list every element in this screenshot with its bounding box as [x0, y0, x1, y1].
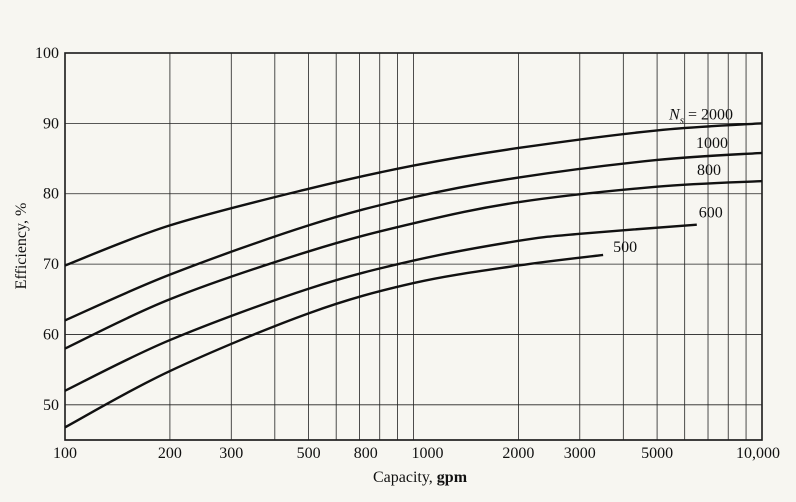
- y-tick-label-80: 80: [43, 186, 59, 203]
- y-tick-label-70: 70: [43, 256, 59, 273]
- x-tick-label-800: 800: [354, 445, 378, 462]
- efficiency-curves: [64, 122, 763, 429]
- curve-label-500: 500: [613, 239, 637, 256]
- x-gridlines: [64, 53, 763, 440]
- curve-ns-1000: [64, 151, 763, 322]
- ns-symbol: N: [668, 106, 681, 123]
- y-tick-labels: 50 60 70 80 90 100: [35, 45, 59, 414]
- x-tick-label-2000: 2000: [502, 445, 534, 462]
- x-tick-labels: 100 200 300 500 800 1000 2000 3000 5000 10,000: [53, 445, 780, 462]
- x-axis-unit: gpm: [437, 469, 468, 486]
- ns-subscript: s: [680, 114, 684, 126]
- x-tick-label-100: 100: [53, 445, 77, 462]
- x-axis-title-text: Capacity,: [373, 469, 437, 486]
- curve-label-800: 800: [697, 162, 721, 179]
- curve-label-2000: Ns = 2000: [668, 106, 733, 126]
- y-tick-label-100: 100: [35, 45, 59, 62]
- x-tick-label-3000: 3000: [564, 445, 596, 462]
- x-tick-label-500: 500: [297, 445, 321, 462]
- curve-ns-600: [64, 223, 697, 392]
- x-tick-label-1000: 1000: [412, 445, 444, 462]
- y-axis-title: Efficiency, %: [13, 203, 30, 290]
- x-tick-label-10000: 10,000: [736, 445, 780, 462]
- curve-ns-2000: [64, 122, 763, 267]
- curve-ns-800: [64, 179, 763, 350]
- y-tick-label-50: 50: [43, 397, 59, 414]
- y-tick-label-90: 90: [43, 115, 59, 132]
- ns-value: = 2000: [684, 106, 733, 123]
- x-axis-title: Capacity, gpm: [373, 469, 468, 486]
- x-tick-label-200: 200: [158, 445, 182, 462]
- curve-label-1000: 1000: [696, 135, 728, 152]
- curve-label-600: 600: [699, 205, 723, 222]
- x-tick-label-5000: 5000: [641, 445, 673, 462]
- curve-ns-500: [64, 253, 604, 429]
- y-tick-label-60: 60: [43, 326, 59, 343]
- curve-labels: Ns = 2000 1000 800 600 500: [613, 106, 733, 256]
- x-tick-label-300: 300: [219, 445, 243, 462]
